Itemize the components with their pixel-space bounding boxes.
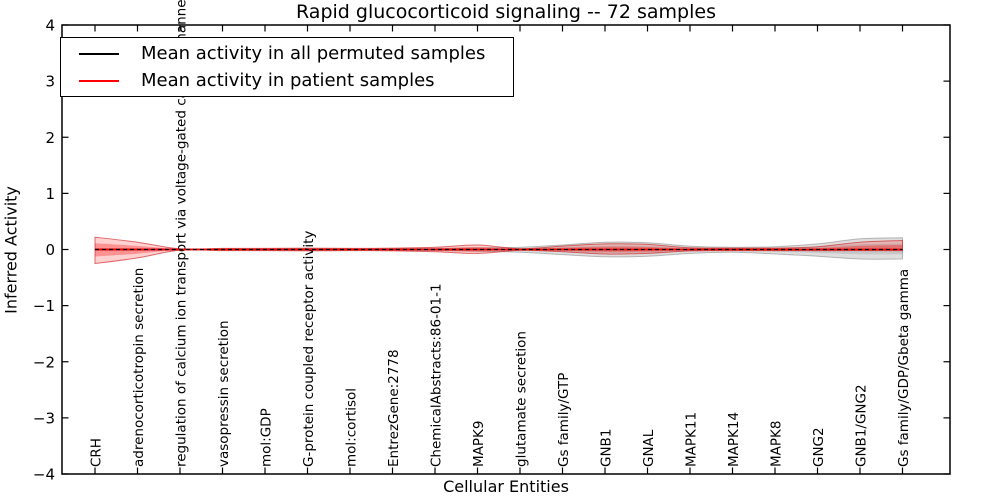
y-tick-label: 0 — [45, 241, 55, 259]
x-tick-label: GNG2 — [811, 427, 827, 467]
patient-line-swatch — [79, 79, 119, 82]
x-axis-label: Cellular Entities — [443, 477, 569, 496]
x-tick-label: MAPK14 — [726, 412, 742, 467]
x-tick-label: MAPK9 — [471, 421, 487, 467]
y-tick-label: 3 — [45, 73, 55, 91]
x-tick-labels: CRH adrenocorticotropin secretion regulati… — [89, 0, 913, 467]
y-axis-label: Inferred Activity — [1, 186, 21, 314]
permuted-line-swatch — [79, 52, 119, 55]
y-tick-label: 2 — [45, 129, 55, 147]
x-tick-label: ChemicalAbstracts:86-01-1 — [429, 283, 445, 467]
x-tick-label: glutamate secretion — [514, 331, 530, 467]
x-tick-label: vasopressin secretion — [216, 320, 232, 467]
legend-label-patient: Mean activity in patient samples — [141, 70, 435, 91]
x-tick-label: Gs family/GDP/Gbeta gamma — [896, 269, 912, 467]
x-tick-label: G-protein coupled receptor activity — [301, 231, 317, 467]
x-tick-label: CRH — [89, 438, 105, 467]
legend-box: Mean activity in all permuted samples Me… — [60, 37, 514, 97]
x-tick-label: EntrezGene:2778 — [386, 349, 402, 467]
y-tick-label: 1 — [45, 185, 55, 203]
x-tick-label: mol:cortisol — [344, 388, 360, 467]
y-tick-labels: 4 3 2 1 0 −1 −2 −3 −4 — [33, 17, 55, 484]
legend-entry-permuted: Mean activity in all permuted samples — [61, 40, 513, 67]
x-tick-label: adrenocorticotropin secretion — [131, 268, 147, 467]
x-tick-label: mol:GDP — [259, 408, 275, 467]
y-tick-label: 4 — [45, 17, 55, 35]
axis-ticks — [62, 24, 950, 475]
x-tick-label: GNAL — [641, 429, 657, 467]
x-tick-label: GNB1/GNG2 — [854, 384, 870, 467]
x-tick-label: MAPK11 — [684, 412, 700, 467]
x-tick-label: MAPK8 — [769, 421, 785, 467]
legend-entry-patient: Mean activity in patient samples — [61, 67, 513, 94]
x-tick-label: regulation of calcium ion transport via … — [174, 0, 190, 467]
x-tick-label: Gs family/GTP — [556, 373, 572, 467]
legend-label-permuted: Mean activity in all permuted samples — [141, 43, 486, 64]
y-tick-label: −4 — [33, 466, 55, 484]
y-tick-label: −2 — [33, 353, 55, 371]
chart-title: Rapid glucocorticoid signaling -- 72 sam… — [296, 1, 716, 23]
y-tick-label: −1 — [33, 297, 55, 315]
y-tick-label: −3 — [33, 409, 55, 427]
x-tick-label: GNB1 — [599, 429, 615, 467]
